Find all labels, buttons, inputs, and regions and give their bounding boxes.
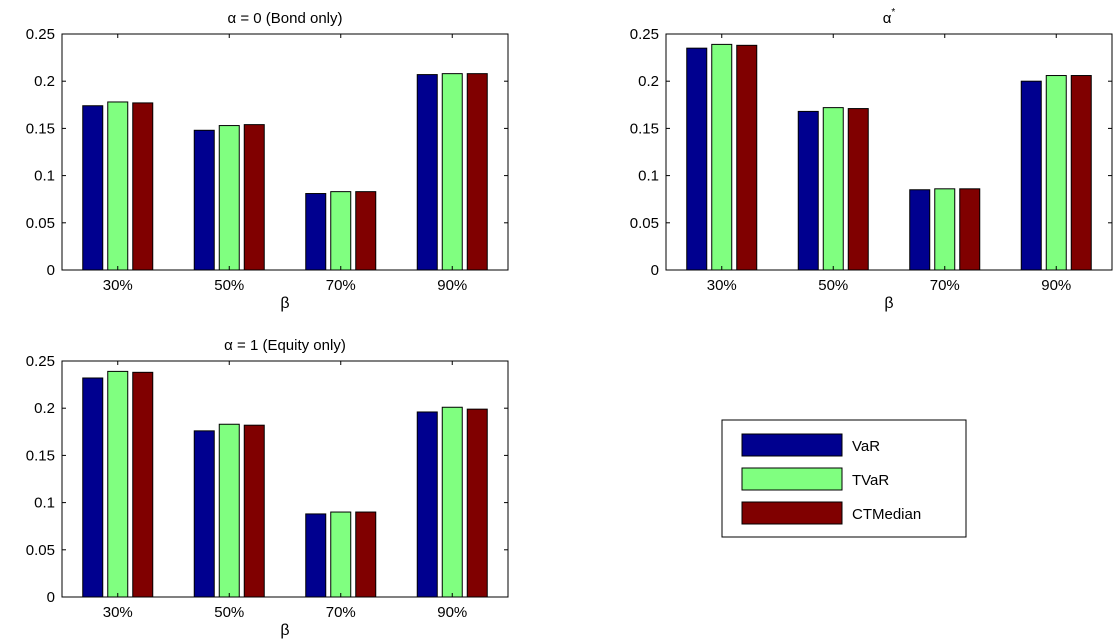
axes-box [61, 33, 509, 271]
bar-tvar-50pct [218, 125, 240, 271]
y-tick-label: 0.15 [26, 120, 55, 137]
bar-tvar-30pct [107, 370, 129, 598]
x-tick-label: 70% [326, 604, 356, 621]
x-tick-label: 70% [930, 277, 960, 294]
x-tick-label: 90% [437, 277, 467, 294]
bar-ctmedian-30pct [132, 371, 154, 598]
bar-var-30pct [82, 105, 104, 271]
legend-label-ctmedian: CTMedian [852, 506, 921, 523]
legend-label-tvar: TVaR [852, 472, 889, 489]
axes-box [665, 33, 1113, 271]
bar-tvar-50pct [822, 107, 844, 271]
y-tick-label: 0.15 [26, 447, 55, 464]
x-tick-label: 90% [1041, 277, 1071, 294]
bar-tvar-50pct [218, 423, 240, 598]
bar-ctmedian-50pct [243, 124, 265, 271]
x-tick-label: 30% [103, 604, 133, 621]
bar-var-30pct [686, 47, 708, 271]
y-tick-label: 0.2 [34, 73, 55, 90]
legend-swatch-tvar [741, 467, 843, 491]
bar-ctmedian-50pct [847, 108, 869, 271]
bar-var-90pct [416, 411, 438, 598]
bar-var-70pct [305, 193, 327, 271]
x-tick-label: 50% [214, 277, 244, 294]
y-tick-label: 0 [47, 589, 55, 606]
x-tick-label: 50% [214, 604, 244, 621]
legend-label-var: VaR [852, 438, 880, 455]
x-axis-label: β [280, 295, 289, 312]
y-tick-label: 0 [47, 262, 55, 279]
y-tick-label: 0.05 [630, 215, 659, 232]
chart-title: α* [883, 7, 896, 27]
bar-var-50pct [193, 129, 215, 271]
bar-ctmedian-50pct [243, 424, 265, 598]
y-tick-label: 0.1 [34, 495, 55, 512]
chart-title: α = 0 (Bond only) [228, 10, 343, 27]
legend-swatch-var [741, 433, 843, 457]
bar-ctmedian-30pct [736, 44, 758, 271]
x-axis-label: β [280, 622, 289, 639]
chart-title-superscript: * [891, 7, 895, 18]
bar-var-70pct [305, 513, 327, 598]
bar-tvar-90pct [441, 406, 463, 598]
bar-ctmedian-70pct [355, 191, 377, 271]
bar-var-30pct [82, 377, 104, 598]
bar-tvar-90pct [441, 73, 463, 271]
bar-ctmedian-90pct [1070, 75, 1092, 271]
chart-title: α = 1 (Equity only) [224, 337, 346, 354]
y-tick-label: 0.2 [638, 73, 659, 90]
bar-tvar-70pct [330, 511, 352, 598]
chart-1: 0 0.05 0.1 0.15 0.2 0.25 30% 50% 70% 90% β α = 0 (B… [26, 10, 509, 312]
y-tick-label: 0.25 [630, 26, 659, 43]
x-tick-label: 90% [437, 604, 467, 621]
bar-ctmedian-30pct [132, 102, 154, 271]
bar-ctmedian-90pct [466, 73, 488, 271]
bar-var-50pct [193, 430, 215, 598]
y-tick-label: 0.1 [34, 168, 55, 185]
bar-tvar-70pct [330, 191, 352, 271]
bar-var-90pct [1020, 80, 1042, 271]
y-tick-label: 0.05 [26, 215, 55, 232]
y-tick-label: 0.05 [26, 542, 55, 559]
charts-container: 0 0.05 0.1 0.15 0.2 0.25 30% 50% 70% 90% β α = 0 (B… [26, 7, 1113, 639]
x-tick-label: 30% [707, 277, 737, 294]
bar-ctmedian-70pct [355, 511, 377, 598]
x-tick-label: 70% [326, 277, 356, 294]
bar-ctmedian-90pct [466, 408, 488, 598]
y-tick-label: 0.25 [26, 353, 55, 370]
y-tick-label: 0 [651, 262, 659, 279]
x-tick-label: 50% [818, 277, 848, 294]
legend-swatch-ctmedian [741, 501, 843, 525]
bar-var-50pct [797, 110, 819, 271]
y-tick-label: 0.15 [630, 120, 659, 137]
bar-tvar-30pct [711, 43, 733, 271]
chart-3: 0 0.05 0.1 0.15 0.2 0.25 30% 50% 70% 90% β α = 1 (E… [26, 337, 509, 639]
y-tick-label: 0.1 [638, 168, 659, 185]
bar-tvar-70pct [934, 188, 956, 271]
x-tick-label: 30% [103, 277, 133, 294]
y-tick-label: 0.2 [34, 400, 55, 417]
legend: VaR TVaR CTMedian [721, 419, 967, 538]
bar-var-70pct [909, 189, 931, 271]
bar-tvar-30pct [107, 101, 129, 271]
chart-2: 0 0.05 0.1 0.15 0.2 0.25 30% 50% 70% 90% β α* [630, 7, 1113, 312]
bar-var-90pct [416, 74, 438, 271]
bar-ctmedian-70pct [959, 188, 981, 271]
bar-tvar-90pct [1045, 75, 1067, 271]
x-axis-label: β [884, 295, 893, 312]
y-tick-label: 0.25 [26, 26, 55, 43]
axes-box [61, 360, 509, 598]
